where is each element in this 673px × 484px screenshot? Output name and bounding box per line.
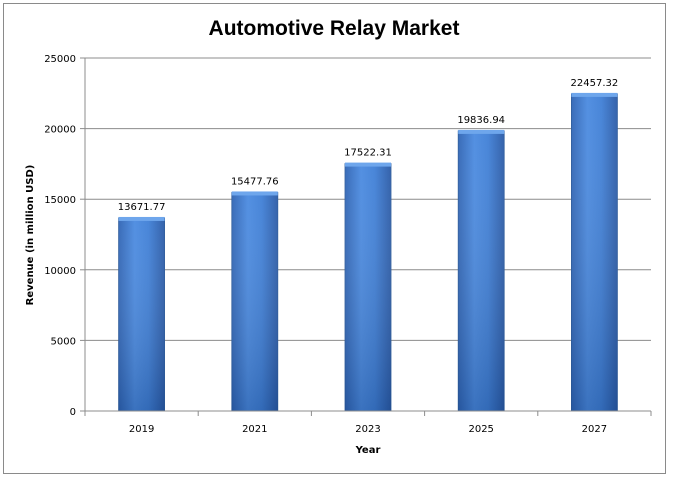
x-tick-label: 2023 bbox=[355, 424, 380, 435]
x-tick-label: 2025 bbox=[468, 424, 493, 435]
data-label: 22457.32 bbox=[571, 78, 619, 89]
y-tick-label: 15000 bbox=[44, 195, 76, 206]
bar-top-cap bbox=[118, 216, 165, 221]
bar-shade bbox=[118, 217, 165, 411]
x-tick-label: 2021 bbox=[242, 424, 267, 435]
bar-top-cap bbox=[345, 162, 391, 167]
data-label: 19836.94 bbox=[457, 115, 505, 126]
bar-top-cap bbox=[231, 191, 278, 196]
bars: 13671.77 15477.76 17522.31 19836.94 22457.32 bbox=[118, 78, 619, 412]
y-axis-label: Revenue (in million USD) bbox=[25, 165, 36, 306]
bar-top-cap bbox=[458, 129, 505, 134]
chart-title: Automotive Relay Market bbox=[209, 17, 460, 40]
bar-shade bbox=[345, 163, 391, 411]
bar-shade bbox=[458, 130, 505, 411]
y-tick-label: 10000 bbox=[44, 266, 76, 277]
y-tick-label: 0 bbox=[70, 407, 76, 418]
data-label: 17522.31 bbox=[344, 148, 392, 159]
bar-top-cap bbox=[571, 92, 618, 97]
bar-shade bbox=[231, 192, 278, 411]
x-tick-label: 2027 bbox=[582, 424, 607, 435]
chart-frame bbox=[3, 3, 666, 474]
x-tick-label: 2019 bbox=[129, 424, 154, 435]
data-label: 15477.76 bbox=[231, 176, 279, 187]
x-axis-ticks: 2019 2021 2023 2025 2027 bbox=[84, 411, 652, 435]
axes bbox=[84, 58, 651, 412]
x-axis-label: Year bbox=[355, 445, 381, 456]
bar-shade bbox=[571, 93, 618, 411]
y-axis-ticks: 0 5000 10000 15000 20000 25000 bbox=[44, 54, 85, 418]
y-tick-label: 25000 bbox=[44, 54, 76, 65]
data-label: 13671.77 bbox=[118, 202, 166, 213]
y-tick-label: 5000 bbox=[51, 336, 76, 347]
y-tick-label: 20000 bbox=[44, 125, 76, 136]
